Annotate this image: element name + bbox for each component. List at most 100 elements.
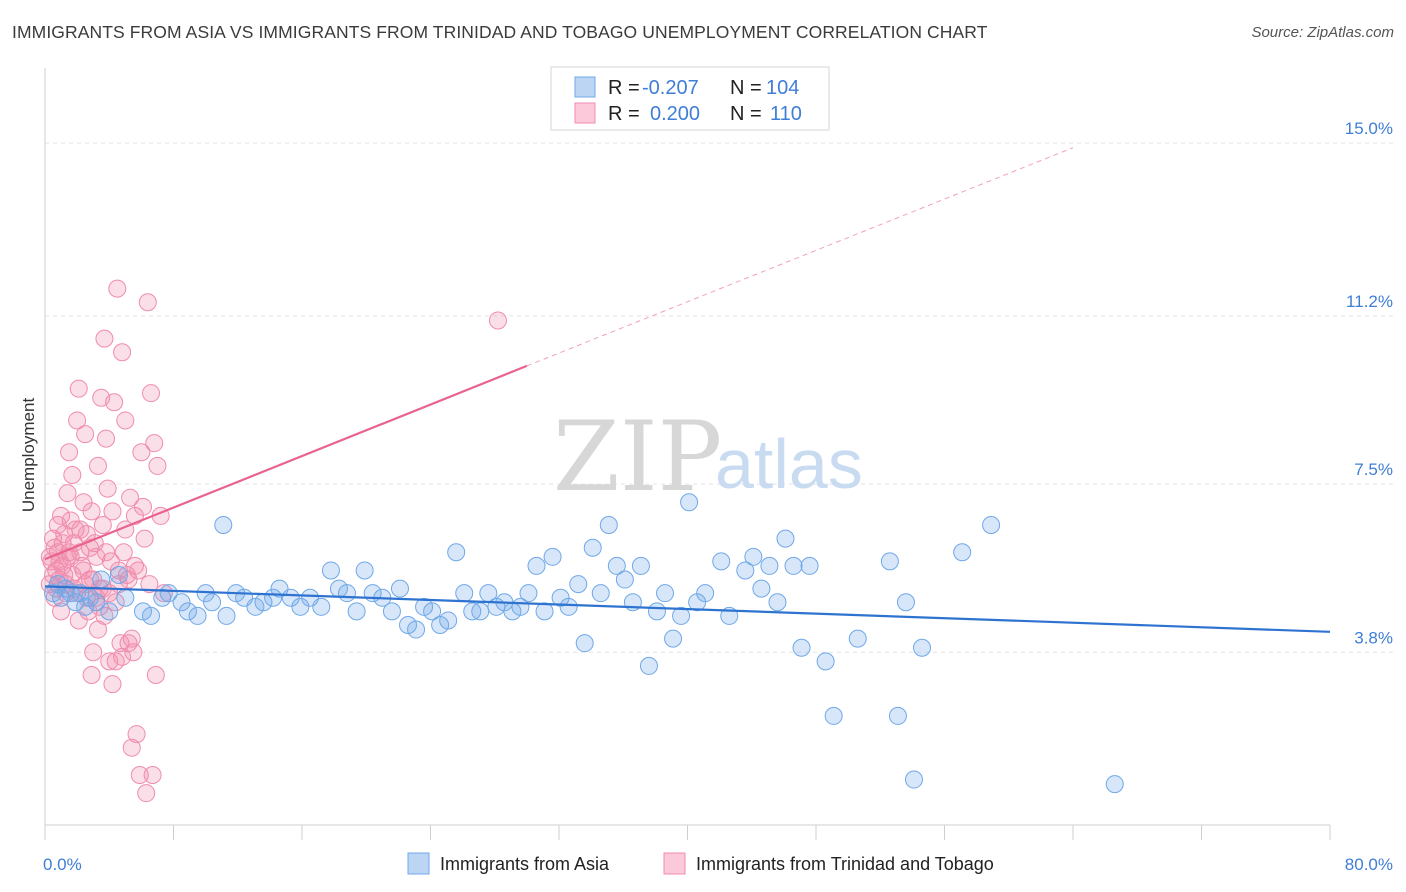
data-point-tt <box>68 411 87 430</box>
data-point-asia <box>66 593 85 612</box>
data-point-tt <box>138 293 157 312</box>
data-point-asia <box>382 602 401 621</box>
x-tick-label: 80.0% <box>1345 855 1393 874</box>
trend-lines <box>44 147 1331 633</box>
data-point-asia <box>559 597 578 616</box>
data-point-asia <box>142 606 161 625</box>
data-point-tt <box>89 456 108 475</box>
data-point-asia <box>752 579 771 598</box>
data-point-tt <box>87 547 106 566</box>
data-point-tt <box>60 443 79 462</box>
data-point-asia <box>116 588 135 607</box>
data-point-tt <box>76 425 95 444</box>
data-point-asia <box>439 611 458 630</box>
data-point-tt <box>130 766 149 784</box>
data-point-asia <box>784 556 803 575</box>
data-point-asia <box>355 561 374 580</box>
bottom-legend-swatch-tt <box>663 852 686 875</box>
data-point-asia <box>52 588 71 607</box>
data-point-tt <box>127 725 146 744</box>
data-point-asia <box>792 638 811 657</box>
data-point-asia <box>824 706 843 725</box>
trend-line-asia <box>44 585 1331 633</box>
data-point-asia <box>712 552 731 571</box>
data-point-tt <box>140 575 159 594</box>
source-credit: Source: ZipAtlas.com <box>1251 24 1394 41</box>
data-point-tt <box>146 666 165 684</box>
data-point-tt <box>97 543 116 562</box>
data-point-asia <box>214 516 233 534</box>
legend-r-value-asia: -0.207 <box>642 77 699 99</box>
legend-n-label-tt: N = <box>730 103 762 125</box>
data-point-tt <box>82 666 101 684</box>
data-point-asia <box>423 602 442 621</box>
data-point-tt <box>44 529 63 548</box>
data-point-tt <box>97 429 116 448</box>
bottom-legend-label-tt: Immigrants from Trinidad and Tobago <box>696 854 994 874</box>
data-point-asia <box>321 561 340 580</box>
data-point-asia <box>607 556 626 575</box>
trend-line-tt <box>44 364 528 561</box>
data-point-tt <box>71 520 90 539</box>
data-point-tt <box>95 329 114 348</box>
data-point-asia <box>982 516 1001 534</box>
data-point-asia <box>664 629 683 648</box>
data-point-tt <box>93 516 112 534</box>
axes <box>44 68 1331 840</box>
data-point-asia <box>203 593 222 612</box>
data-point-asia <box>639 656 658 675</box>
y-tick-label: 3.8% <box>1354 628 1393 647</box>
data-point-asia <box>312 597 331 616</box>
data-point-tt <box>488 311 507 330</box>
y-tick-label: 7.5% <box>1354 460 1393 479</box>
data-point-asia <box>337 584 356 603</box>
tick-labels: 3.8% 7.5% 11.2% 15.0% 0.0% 80.0% <box>43 119 1393 874</box>
data-point-asia <box>217 606 236 625</box>
legend-swatch-tt <box>574 102 596 124</box>
data-point-asia <box>109 566 128 584</box>
data-point-asia <box>615 570 634 589</box>
bottom-legend-swatch-asia <box>407 852 430 875</box>
legend-n-value-tt: 110 <box>770 103 802 125</box>
data-point-asia <box>455 584 474 603</box>
data-point-asia <box>583 538 602 557</box>
data-point-asia <box>447 543 466 562</box>
data-point-tt <box>82 502 101 521</box>
data-point-tt <box>137 784 156 803</box>
data-point-tt <box>121 488 140 507</box>
data-point-asia <box>178 602 197 621</box>
legend-n-value-asia: 104 <box>766 77 799 99</box>
data-point-tt <box>142 384 161 403</box>
data-point-asia <box>1105 775 1124 794</box>
data-point-asia <box>100 602 119 621</box>
data-point-tt <box>103 675 122 694</box>
data-point-tt <box>98 479 117 498</box>
data-point-tt <box>52 602 71 621</box>
data-point-asia <box>291 597 310 616</box>
data-point-tt <box>113 343 132 362</box>
data-point-asia <box>535 602 554 621</box>
data-point-tt <box>124 643 143 662</box>
data-point-asia <box>543 547 562 566</box>
data-point-asia <box>172 593 191 612</box>
x-tick-label: 0.0% <box>43 855 82 874</box>
legend-r-label-asia: R = <box>608 77 640 99</box>
data-point-asia <box>672 606 691 625</box>
y-tick-label: 11.2% <box>1346 292 1393 311</box>
data-point-asia <box>880 552 899 571</box>
data-point-asia <box>631 556 650 575</box>
data-point-tt <box>122 629 141 648</box>
gridlines <box>45 142 1395 653</box>
data-point-asia <box>680 493 699 512</box>
data-point-asia <box>848 629 867 648</box>
data-point-asia <box>390 579 409 598</box>
data-point-tt <box>66 520 85 539</box>
data-point-asia <box>159 584 178 603</box>
data-point-tt <box>103 502 122 521</box>
data-point-tt <box>135 529 154 548</box>
legend-box: R = -0.207 N = 104 R = 0.200 N = 110 <box>550 66 830 131</box>
data-point-tt <box>133 497 152 516</box>
data-point-asia <box>153 588 172 607</box>
data-point-asia <box>281 588 300 607</box>
